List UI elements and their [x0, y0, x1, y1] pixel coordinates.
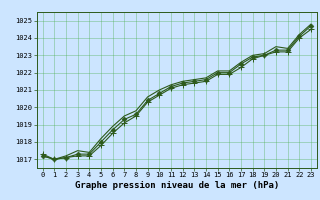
X-axis label: Graphe pression niveau de la mer (hPa): Graphe pression niveau de la mer (hPa)	[75, 181, 279, 190]
